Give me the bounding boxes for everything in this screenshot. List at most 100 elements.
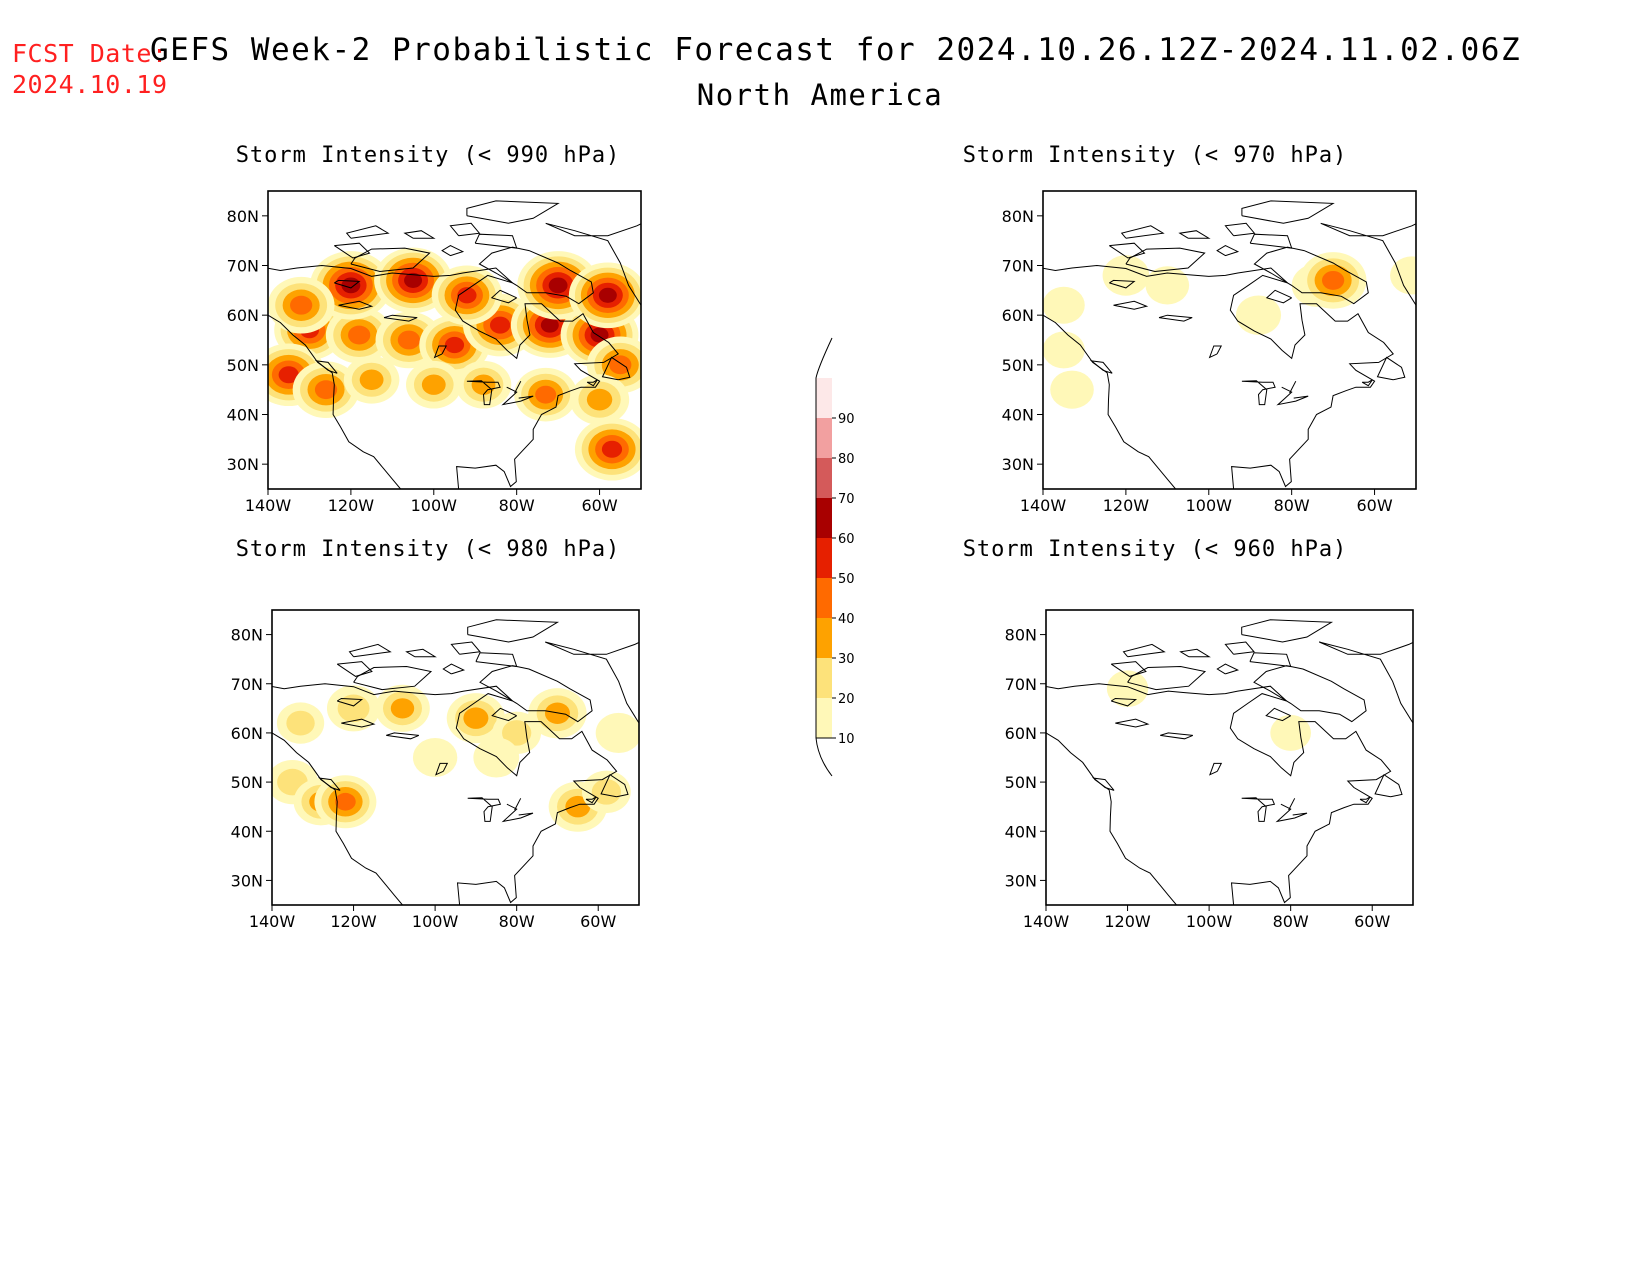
coastline	[600, 773, 629, 798]
coastline	[1110, 661, 1147, 677]
lat-tick-label: 70N	[227, 257, 259, 276]
prob-area-980-13-20	[286, 710, 315, 736]
panel-990-map	[268, 200, 641, 489]
prob-area-990-15-50	[601, 440, 623, 458]
prob-area-970-4-40	[1321, 270, 1345, 290]
page-title: GEFS Week-2 Probabilistic Forecast for 2…	[150, 32, 1522, 68]
lon-tick-label: 60W	[580, 912, 616, 931]
coastline	[491, 707, 517, 722]
coastline	[383, 314, 418, 322]
coastline	[1089, 360, 1113, 374]
lat-tick-label: 60N	[231, 724, 263, 743]
lat-tick-label: 40N	[227, 406, 259, 425]
coastline	[1179, 648, 1211, 658]
lat-tick-label: 30N	[231, 871, 263, 890]
colorbar-swatch	[816, 418, 832, 458]
prob-area-990-5-50	[444, 336, 465, 354]
coastline	[272, 732, 403, 905]
lat-tick-label: 80N	[1005, 626, 1037, 645]
prob-area-990-9-40	[609, 355, 632, 375]
colorbar-label: 70	[838, 492, 855, 507]
coastline	[318, 777, 341, 791]
lat-tick-label: 50N	[227, 356, 259, 375]
lat-tick-label: 40N	[1002, 406, 1034, 425]
coastline	[514, 798, 522, 811]
coastline	[1092, 777, 1115, 791]
panel-960-map	[1046, 619, 1413, 905]
coastline	[1043, 264, 1394, 489]
coastline	[545, 641, 639, 724]
coastline	[403, 230, 436, 239]
coastline	[467, 619, 560, 643]
lat-tick-label: 50N	[1002, 356, 1034, 375]
coastline	[466, 380, 501, 406]
coastline	[272, 683, 618, 905]
prob-area-970-7-10	[1043, 286, 1085, 324]
prob-area-970-0-10	[1102, 255, 1150, 296]
lat-tick-label: 60N	[227, 306, 259, 325]
lat-tick-label: 70N	[1002, 257, 1034, 276]
coastline	[268, 264, 619, 489]
prob-area-990-16-60	[341, 277, 361, 294]
coastline	[1122, 643, 1166, 658]
coastline	[1359, 796, 1371, 804]
coastline	[1253, 665, 1367, 723]
coastline	[1109, 242, 1146, 259]
prob-area-990-8-60	[590, 327, 609, 343]
coastline	[1158, 314, 1193, 322]
coastline	[449, 222, 481, 237]
prob-area-970-5-10	[1050, 370, 1094, 409]
coastline	[601, 356, 631, 381]
coastline	[435, 762, 449, 776]
coastline	[475, 652, 518, 668]
coastline	[1288, 798, 1296, 811]
coastline	[1249, 652, 1292, 668]
lon-tick-label: 80W	[499, 496, 535, 515]
prob-area-980-5-30	[463, 707, 489, 729]
coastline	[348, 643, 392, 658]
coastline	[1374, 773, 1403, 798]
prob-area-970-8-10	[1390, 256, 1416, 295]
lat-tick-label: 50N	[1005, 773, 1037, 792]
lon-tick-label: 100W	[1186, 496, 1233, 515]
coastline	[501, 803, 534, 823]
coastline	[514, 380, 522, 394]
panel-title-970: Storm Intensity (< 970 hPa)	[962, 143, 1348, 168]
lon-tick-label: 120W	[328, 496, 375, 515]
coastline	[479, 665, 593, 723]
coastline	[1046, 683, 1392, 905]
prob-area-990-18-50	[457, 287, 477, 304]
lon-tick-label: 140W	[249, 912, 296, 931]
coastline	[334, 279, 361, 289]
coastline	[501, 386, 534, 406]
coastline	[1208, 345, 1223, 359]
coastline	[314, 360, 338, 374]
lat-tick-label: 70N	[231, 675, 263, 694]
prob-area-990-3-40	[348, 325, 371, 345]
coastline	[336, 697, 364, 707]
coastline	[1241, 619, 1334, 643]
colorbar-swatch	[816, 538, 832, 578]
coastline	[336, 661, 373, 677]
coastline	[1376, 356, 1406, 381]
coastline	[386, 732, 419, 740]
coastline	[478, 246, 594, 305]
coastline	[1241, 380, 1276, 406]
panel-title-980: Storm Intensity (< 980 hPa)	[235, 537, 621, 562]
lat-tick-label: 40N	[231, 822, 263, 841]
coastline	[268, 314, 401, 489]
coastline	[1120, 225, 1165, 239]
colorbar-label: 90	[838, 412, 855, 427]
prob-area-970-2-10	[1235, 295, 1282, 335]
coastline	[441, 245, 465, 257]
lon-tick-label: 60W	[581, 496, 617, 515]
coastline	[585, 796, 597, 804]
prob-area-990-21-40	[290, 295, 313, 315]
lon-tick-label: 140W	[245, 496, 292, 515]
lon-tick-label: 100W	[411, 496, 458, 515]
coastline	[545, 222, 641, 306]
colorbar-label: 10	[838, 732, 855, 747]
prob-area-980-3-20	[337, 694, 370, 723]
lat-tick-label: 80N	[231, 626, 263, 645]
prob-area-990-10-30	[359, 369, 384, 390]
